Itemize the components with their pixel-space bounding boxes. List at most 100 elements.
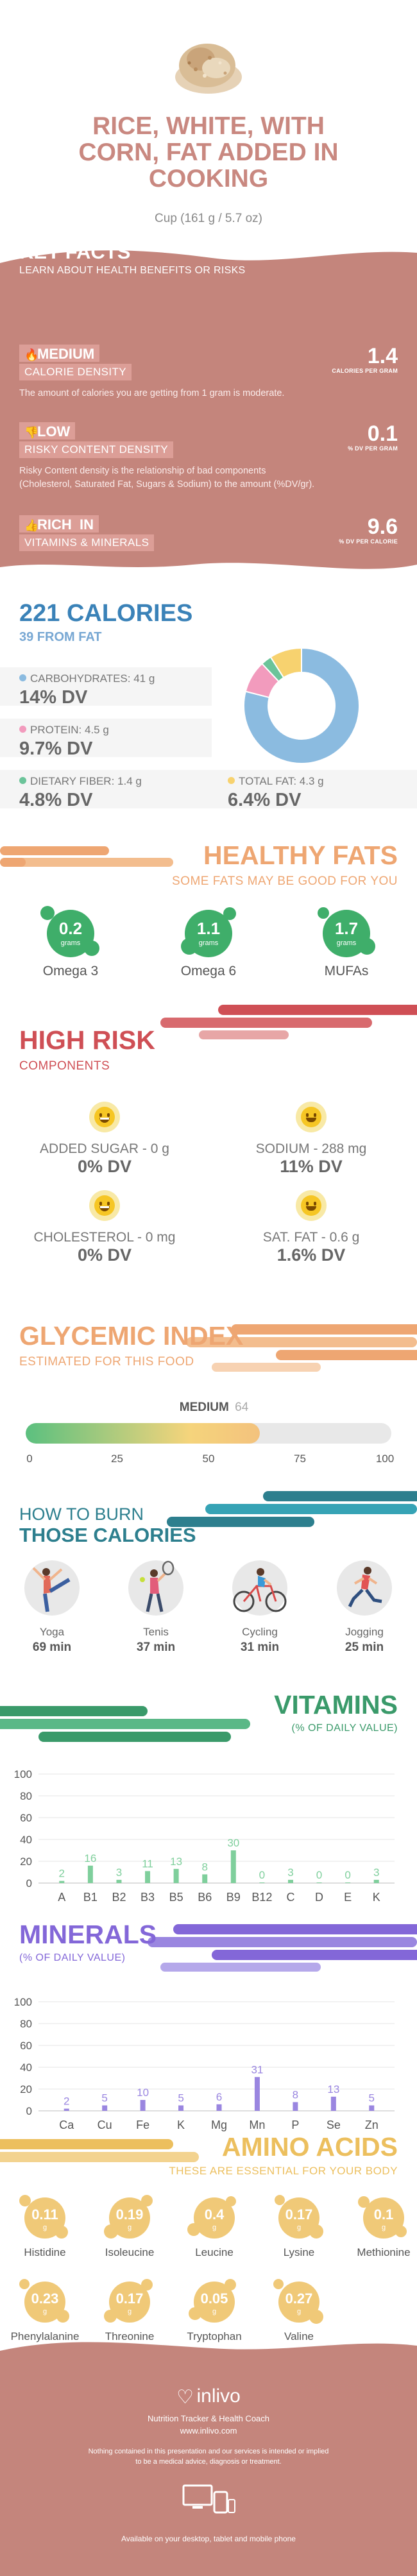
x-category-label: K: [373, 1891, 380, 1904]
amino-name: Threonine: [105, 2330, 155, 2342]
fact-risky-content-density: 👎LOW RISKY CONTENT DENSITY 0.1 % DV PER …: [19, 422, 398, 493]
amino-name: Lysine: [283, 2246, 315, 2258]
macro-background: [0, 719, 212, 757]
footer-tagline: Nutrition Tracker & Health Coach: [147, 2414, 270, 2423]
macro-total-fat: TOTAL FAT: 4.3 g 6.4% DV: [228, 775, 324, 811]
tennis-icon: [128, 1560, 183, 1616]
x-category-label: Mg: [211, 2119, 227, 2131]
amino-unit: g: [127, 2224, 132, 2231]
high-risk-title: HIGH RISK: [19, 1025, 155, 1055]
amino-value: 0.27: [285, 2290, 313, 2307]
x-category-label: B6: [198, 1891, 212, 1904]
macro-background: [0, 667, 212, 706]
macro-protein: PROTEIN: 4.5 g 9.7% DV: [19, 724, 109, 760]
serving-size: Cup (161 g / 5.7 oz): [155, 212, 262, 225]
hero-section: RICE, WHITE, WITH CORN, FAT ADDED IN COO…: [0, 0, 417, 231]
food-title-line: CORN, FAT ADDED IN: [78, 139, 339, 166]
bar-value-label: 10: [137, 2086, 149, 2099]
bar-value-label: 5: [178, 2092, 183, 2104]
bar: [173, 1868, 179, 1883]
amino-name: Isoleucine: [105, 2246, 155, 2258]
footer-url: www.inlivo.com: [180, 2426, 237, 2435]
activity-name: Jogging: [345, 1626, 384, 1638]
fact-unit: % DV PER CALORIE: [339, 538, 398, 545]
minerals-bar-chart: 100 80 60 40 20 0 2 Ca 5 Cu 10 Fe 5 K 6 Mg 31 Mn 8 P 13 Se 5 Zn: [14, 1996, 395, 2131]
x-category-label: A: [58, 1891, 65, 1904]
bar-value-label: 3: [287, 1866, 293, 1879]
x-category-label: B3: [140, 1891, 155, 1904]
y-tick-label: 80: [20, 2018, 32, 2030]
bar: [102, 2105, 108, 2111]
activity-name: Cycling: [242, 1626, 278, 1638]
bar: [316, 1882, 322, 1883]
macro-background: [0, 770, 212, 808]
y-tick-label: 40: [20, 1834, 32, 1846]
x-category-label: D: [315, 1891, 323, 1904]
legend-dot-icon: [228, 777, 235, 784]
risk-label: ADDED SUGAR - 0 g: [40, 1141, 169, 1156]
fact-description-line: The amount of calories you are getting f…: [19, 388, 285, 398]
x-category-label: Fe: [136, 2119, 149, 2131]
grin-icon: [89, 1190, 120, 1221]
fact-description-line: (Cholesterol, Saturated Fat, Sugars & So…: [19, 479, 315, 490]
amino-unit: g: [296, 2224, 302, 2231]
amino-unit: g: [296, 2308, 302, 2316]
x-category-label: Ca: [59, 2119, 74, 2131]
cycling-icon: [232, 1560, 287, 1616]
fact-number: 0.1: [367, 422, 398, 446]
amino-item: 0.11 g Histidine: [10, 2195, 80, 2259]
food-title: RICE, WHITE, WITH CORN, FAT ADDED IN COO…: [19, 113, 398, 192]
donut-slice: [243, 647, 360, 764]
bar-value-label: 16: [84, 1852, 96, 1864]
bar: [293, 2102, 298, 2111]
fat-name: Omega 6: [180, 964, 237, 978]
thumbs-up-icon: 👍: [24, 519, 39, 532]
bar-value-label: 3: [116, 1866, 122, 1879]
bar-value-label: 13: [327, 2083, 339, 2095]
vitamins-title: VITAMINS: [274, 1690, 398, 1719]
amino-value: 0.1: [373, 2206, 394, 2222]
risk-cholesterol: CHOLESTEROL - 0 mg 0% DV: [15, 1190, 194, 1265]
risk-label: SODIUM - 288 mg: [255, 1141, 367, 1156]
x-category-label: Se: [327, 2119, 341, 2131]
food-title-line: RICE, WHITE, WITH: [92, 112, 325, 140]
legend-dot-icon: [19, 777, 26, 784]
amino-value: 0.05: [200, 2290, 228, 2307]
fact-level: RICH IN: [37, 516, 94, 533]
bar: [202, 1874, 208, 1883]
bar-value-label: 0: [316, 1869, 322, 1881]
x-category-label: C: [286, 1891, 294, 1904]
amino-stripe-decoration: [0, 2139, 199, 2162]
y-tick-label: 20: [20, 2083, 32, 2095]
x-category-label: B2: [112, 1891, 126, 1904]
x-category-label: E: [344, 1891, 352, 1904]
fact-number: 9.6: [367, 515, 398, 539]
devices-icon: [182, 2484, 235, 2514]
activity-cycling: Cycling 31 min: [221, 1560, 298, 1655]
heart-logo-icon: ♡: [176, 2387, 194, 2408]
bar-value-label: 0: [259, 1869, 265, 1881]
food-title-line: COOKING: [148, 165, 269, 192]
glycemic-title: GLYCEMIC INDEX: [19, 1321, 244, 1351]
amino-name: Phenylalanine: [10, 2330, 80, 2342]
bar: [116, 1879, 122, 1883]
glycemic-tick: 25: [111, 1453, 123, 1465]
amino-unit: g: [42, 2224, 47, 2231]
fact-level-tag: 🔥MEDIUM: [19, 345, 100, 362]
bar: [87, 1865, 93, 1883]
amino-item: 0.19 g Isoleucine: [94, 2195, 165, 2259]
flame-icon: 🔥: [24, 348, 39, 361]
fact-level: MEDIUM: [37, 346, 95, 362]
risk-label: CHOLESTEROL - 0 mg: [33, 1230, 176, 1245]
y-tick-label: 40: [20, 2061, 32, 2074]
macro-label: CARBOHYDRATES: 41 g: [30, 672, 155, 685]
macro-background: [212, 770, 417, 808]
bar: [373, 1879, 379, 1883]
fat-mufas: 1.7 grams MUFAs: [305, 907, 388, 979]
glycemic-stripe-decoration: [186, 1324, 417, 1372]
y-tick-label: 0: [26, 2105, 32, 2117]
x-category-label: K: [177, 2119, 185, 2131]
fact-calorie-density: 🔥MEDIUM CALORIE DENSITY 1.4 CALORIES PER…: [19, 345, 398, 405]
glycemic-tick: 50: [202, 1453, 215, 1465]
y-tick-label: 100: [14, 1996, 32, 2008]
